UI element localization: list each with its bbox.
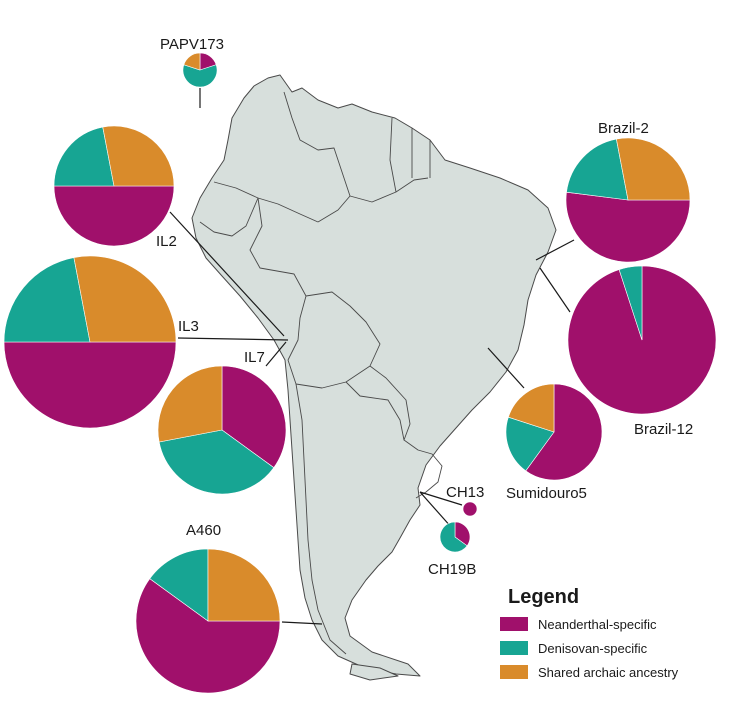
pie-slice-brazil-12-denisovan-specific (618, 265, 643, 341)
south-america-map (191, 74, 557, 681)
border-peru-bolivia (287, 295, 307, 361)
leader-ch13 (419, 491, 463, 506)
label-sumidouro5: Sumidouro5 (506, 485, 587, 502)
pie-slice-brazil-2-shared-archaic-ancestry (616, 137, 691, 201)
leader-il3 (177, 337, 289, 341)
pie-slice-ch19b-neanderthal-specific (454, 521, 471, 547)
pie-il2 (53, 125, 175, 247)
label-brazil2: Brazil-2 (598, 120, 649, 137)
pie-slice-il7-shared-archaic-ancestry (157, 365, 223, 443)
leader-il7 (265, 341, 287, 367)
border-ecuador-peru (199, 197, 259, 237)
pie-sumidouro5 (505, 383, 603, 481)
pie-slice-ch19b-denisovan-specific (439, 521, 468, 553)
legend: Legend Neanderthal-specific Denisovan-sp… (500, 586, 679, 680)
leader-sumidouro5 (487, 347, 525, 389)
label-ch19b: CH19B (428, 561, 476, 578)
legend-title: Legend (508, 586, 579, 608)
label-il2: IL2 (156, 233, 177, 250)
pie-slice-il3-denisovan-specific (3, 257, 91, 343)
label-papv173: PAPV173 (160, 36, 224, 53)
pie-brazil-2 (565, 137, 691, 263)
pie-ch13 (462, 501, 478, 517)
pie-slice-il7-denisovan-specific (158, 429, 275, 495)
pie-brazil-12 (567, 265, 717, 415)
border-argentina-brazil-uruguay (403, 439, 443, 499)
border-bolivia-brazil (305, 291, 381, 367)
leader-brazil12 (539, 267, 571, 313)
pie-slice-il7-neanderthal-specific (221, 365, 287, 469)
label-a460: A460 (186, 522, 221, 539)
border-colombia-south (213, 181, 319, 223)
pie-slice-ch13-neanderthal-specific (462, 501, 478, 517)
pie-slice-papv173-shared-archaic-ancestry (183, 52, 201, 71)
leader-il2 (169, 211, 285, 337)
pie-papv173 (182, 52, 218, 88)
pie-il3 (3, 255, 177, 429)
label-brazil12: Brazil-12 (634, 421, 693, 438)
pie-slice-il3-neanderthal-specific (3, 341, 177, 429)
label-ch13: CH13 (446, 484, 484, 501)
pie-slice-il2-denisovan-specific (53, 126, 115, 187)
legend-label-denisovan: Denisovan-specific (538, 641, 648, 656)
pie-slice-il3-shared-archaic-ancestry (73, 255, 177, 343)
leader-a460 (281, 621, 323, 625)
tierra-del-fuego (349, 663, 399, 681)
leader-ch19b (419, 491, 453, 529)
pie-slice-brazil-2-denisovan-specific (566, 138, 629, 201)
legend-swatch-shared (500, 665, 528, 679)
pie-slice-a460-denisovan-specific (149, 548, 209, 622)
pie-il7 (157, 365, 287, 495)
pie-slice-a460-neanderthal-specific (135, 578, 281, 694)
label-il3: IL3 (178, 318, 199, 335)
pie-slice-sumidouro5-neanderthal-specific (525, 383, 603, 481)
site-labels: PAPV173 IL2 IL3 IL7 Brazil-2 Brazil-12 S… (156, 36, 693, 578)
continent-outline (191, 74, 557, 677)
ancestry-pie-charts (3, 52, 717, 694)
leader-lines (169, 88, 575, 625)
border-colombia-venezuela (283, 91, 351, 223)
border-guianas (389, 117, 431, 193)
pie-slice-brazil-2-neanderthal-specific (565, 191, 691, 263)
label-il7: IL7 (244, 349, 265, 366)
pie-a460 (135, 548, 281, 694)
border-chile-argentina (295, 383, 347, 655)
pie-slice-a460-shared-archaic-ancestry (207, 548, 281, 622)
legend-swatch-denisovan (500, 641, 528, 655)
legend-label-shared: Shared archaic ancestry (538, 665, 679, 680)
pie-slice-il2-shared-archaic-ancestry (102, 125, 175, 187)
border-bolivia-chile-argentina (287, 359, 371, 389)
pie-slice-sumidouro5-denisovan-specific (505, 416, 555, 472)
pie-slice-sumidouro5-shared-archaic-ancestry (507, 383, 555, 433)
legend-swatch-neanderthal (500, 617, 528, 631)
pie-ch19b (439, 521, 471, 553)
leader-brazil2 (535, 239, 575, 261)
pie-slice-il2-neanderthal-specific (53, 185, 175, 247)
legend-label-neanderthal: Neanderthal-specific (538, 617, 657, 632)
pie-slice-papv173-denisovan-specific (182, 64, 218, 88)
border-peru-brazil (249, 197, 307, 297)
